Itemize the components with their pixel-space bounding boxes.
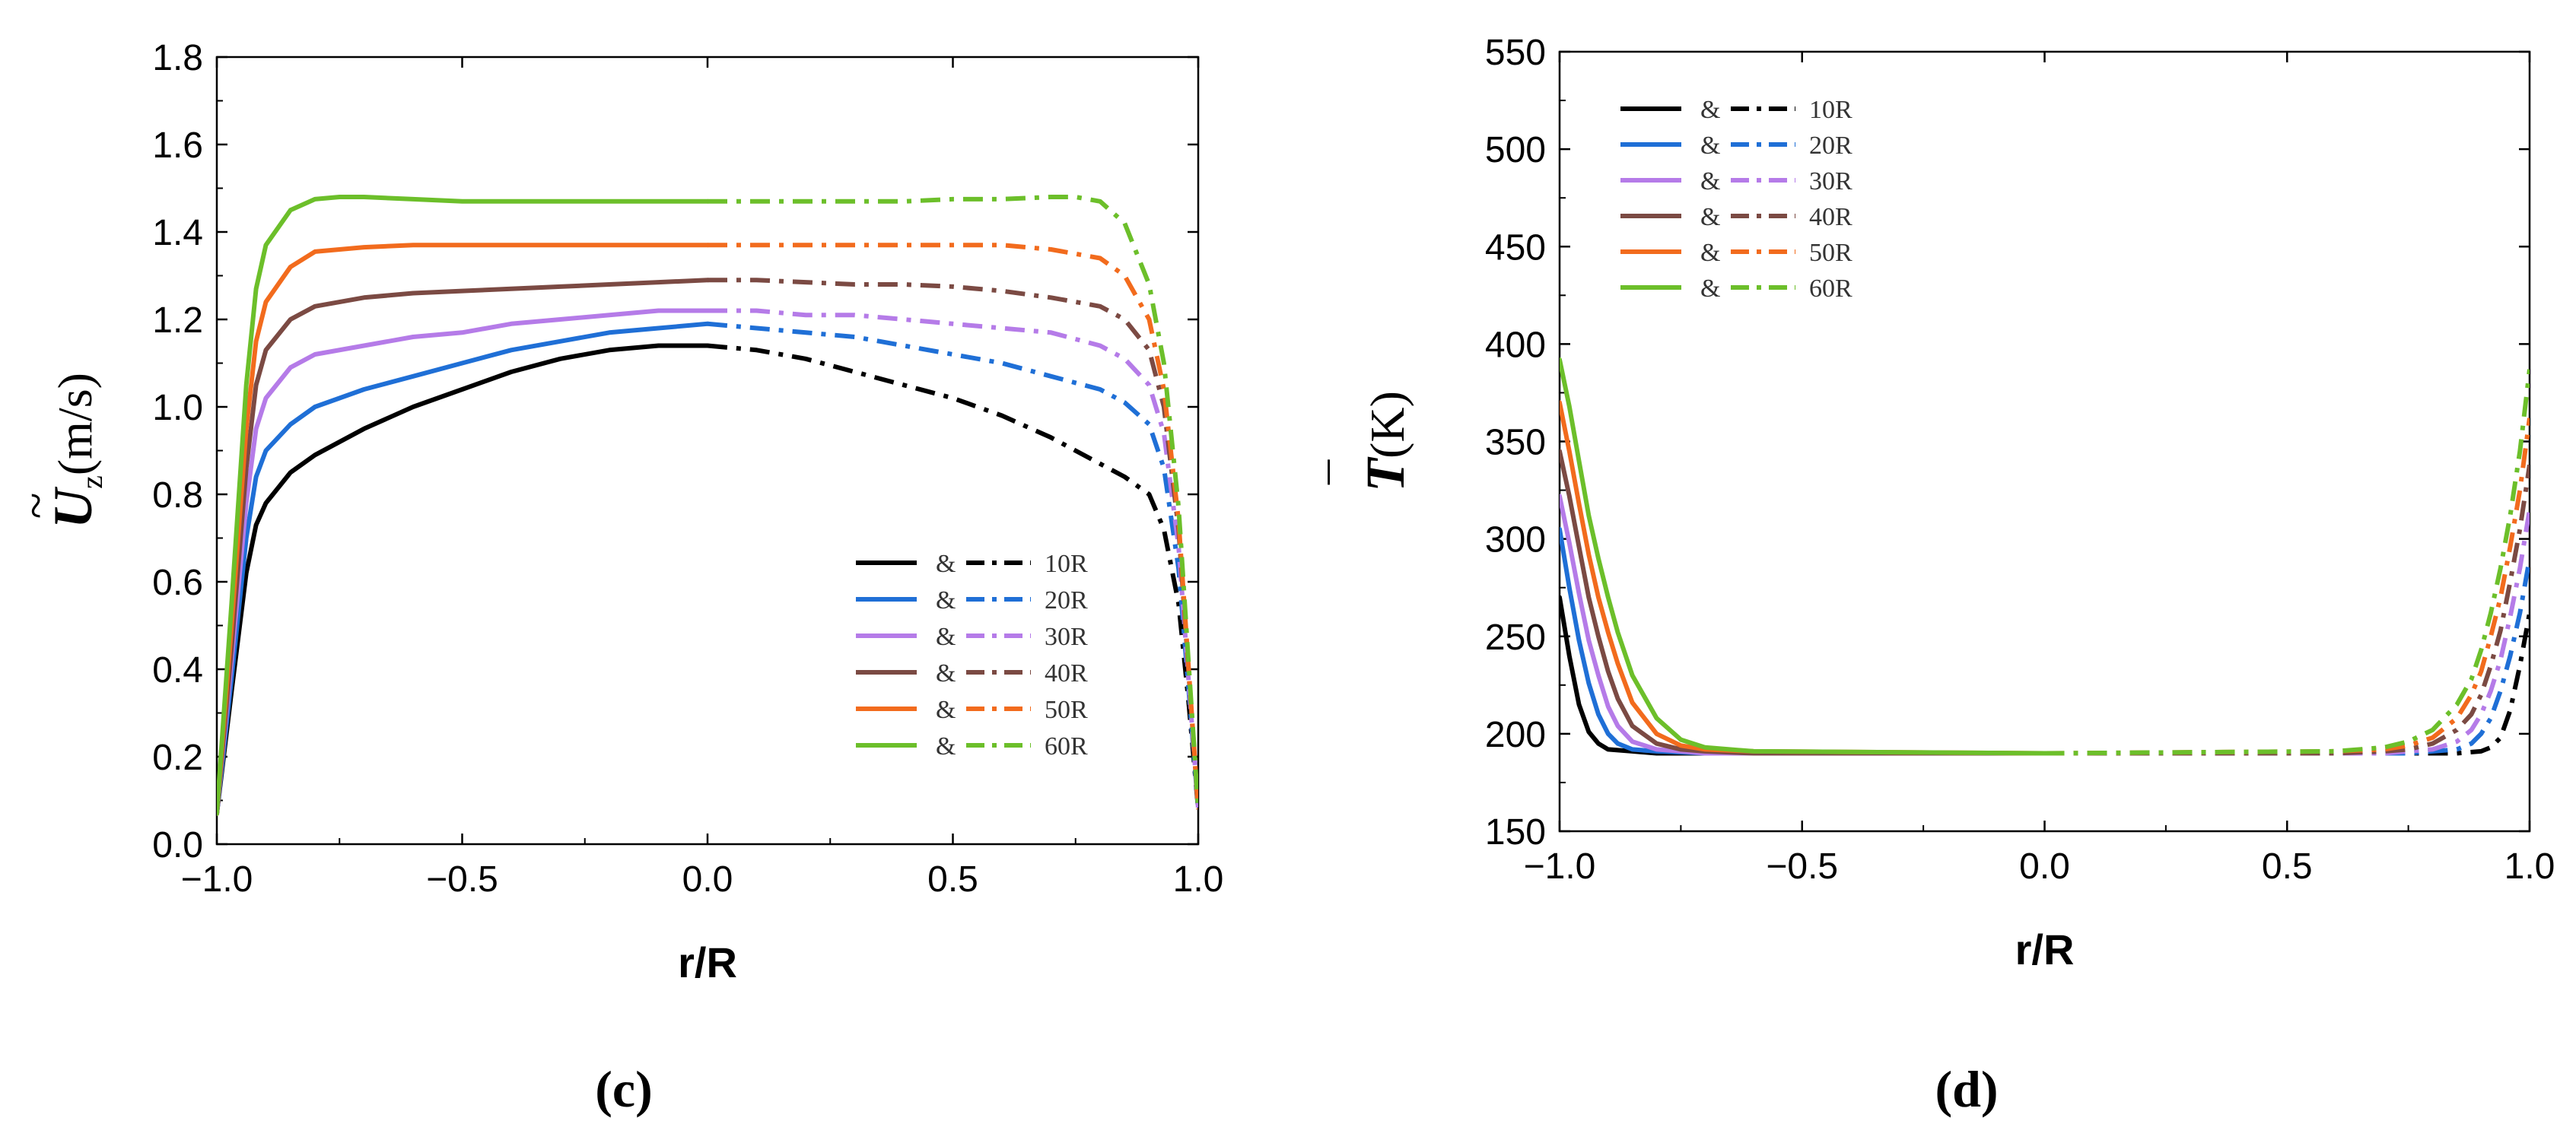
y-axis-accent: ¯ <box>1321 459 1375 485</box>
y-axis-title-text: T(K) <box>1355 391 1416 492</box>
y-axis-subscript: z <box>75 475 109 489</box>
y-tick-label: 350 <box>1485 423 1546 463</box>
y-tick-label: 200 <box>1485 715 1546 755</box>
series-line-40R-dashdot <box>708 278 1198 810</box>
legend-separator: & <box>1700 167 1720 195</box>
y-tick-label: 400 <box>1485 325 1546 365</box>
series-line-30R-dashdot <box>2044 509 2530 756</box>
series-line-60R-dashdot <box>2044 369 2530 756</box>
y-axis-title: Uz(m/s)~ <box>8 373 109 529</box>
legend-label-50R: 50R <box>1809 239 1852 267</box>
series-line-20R-dashdot <box>2044 557 2530 756</box>
legend-label-40R: 40R <box>1045 659 1088 687</box>
legend-label-60R: 60R <box>1045 732 1088 761</box>
y-axis-unit: (K) <box>1360 391 1414 459</box>
legend-separator: & <box>1700 132 1720 160</box>
chart-c: 0.0 0.2 0.4 0.6 0.8 1.0 1.2 1.4 1.6 1.8 −1.0 −0.5 0.… <box>8 38 1223 1118</box>
x-axis-title: r/R <box>2015 926 2075 973</box>
y-tick-label: 1.0 <box>152 388 203 428</box>
legend-separator: & <box>936 586 956 614</box>
series-line-20R-solid <box>217 321 710 816</box>
y-tick-label: 250 <box>1485 618 1546 658</box>
legend-separator: & <box>936 659 956 687</box>
y-tick-label: 1.6 <box>152 125 203 166</box>
legend-label-10R: 10R <box>1809 96 1852 124</box>
x-axis-title: r/R <box>678 938 737 986</box>
panel-label: (c) <box>595 1060 652 1118</box>
legend-label-10R: 10R <box>1045 550 1088 578</box>
series-line-30R-solid <box>217 308 710 816</box>
y-tick-label: 0.8 <box>152 475 203 516</box>
series-line-50R-solid <box>1560 400 2047 756</box>
series-line-40R-solid <box>1560 449 2047 756</box>
legend-separator: & <box>1700 203 1720 231</box>
legend-separator: & <box>1700 275 1720 303</box>
series-line-50R-dashdot <box>2044 418 2530 756</box>
series-line-40R-solid <box>217 278 710 816</box>
y-axis-unit: (m/s) <box>48 373 102 475</box>
plot-frame <box>215 56 1200 846</box>
y-tick-label: 0.6 <box>152 563 203 603</box>
y-tick-label: 0.4 <box>152 650 203 691</box>
legend-separator: & <box>1700 239 1720 267</box>
legend-label-20R: 20R <box>1045 586 1088 614</box>
x-tick-label: 0.0 <box>682 859 733 900</box>
y-tick-label: 1.2 <box>152 300 203 341</box>
series-line-60R-solid <box>217 195 710 816</box>
series-group <box>1560 357 2530 756</box>
series-line-10R-solid <box>217 343 710 816</box>
series-line-30R-solid <box>1560 494 2047 756</box>
legend-separator: & <box>936 732 956 761</box>
x-tick-label: 0.0 <box>2019 846 2070 887</box>
series-line-50R-dashdot <box>708 243 1198 810</box>
panel-label: (d) <box>1935 1060 1998 1118</box>
y-axis-title-text: Uz(m/s) <box>43 373 109 529</box>
legend-label-40R: 40R <box>1809 203 1852 231</box>
series-group <box>217 195 1198 816</box>
y-tick-label: 450 <box>1485 227 1546 268</box>
y-tick-label: 150 <box>1485 812 1546 853</box>
legend-label-30R: 30R <box>1045 623 1088 651</box>
y-tick-label: 1.8 <box>152 38 203 78</box>
chart-d: 150 200 250 300 350 400 450 500 550 −1.0 −0.5 0.0 0.… <box>1321 33 2555 1118</box>
series-line-60R-dashdot <box>708 195 1198 810</box>
legend-separator: & <box>936 623 956 651</box>
y-tick-label: 300 <box>1485 520 1546 560</box>
y-tick-label: 1.4 <box>152 213 203 253</box>
legend: & 10R & 20R & 30R & 40R & 50R & 60R <box>856 550 1088 761</box>
x-tick-label: 0.5 <box>927 859 978 900</box>
y-axis-title: T(K)¯ <box>1321 391 1416 492</box>
x-tick-label: −1.0 <box>181 859 253 900</box>
series-line-10R-dashdot <box>707 343 1198 810</box>
legend-label-60R: 60R <box>1809 275 1852 303</box>
y-axis-symbol: T <box>1355 456 1416 492</box>
legend-separator: & <box>936 550 956 578</box>
x-tick-label: 1.0 <box>1173 859 1224 900</box>
series-line-20R-dashdot <box>707 321 1198 810</box>
series-line-40R-dashdot <box>2044 464 2530 756</box>
series-line-30R-dashdot <box>708 308 1198 810</box>
legend-separator: & <box>1700 96 1720 124</box>
x-tick-label: −0.5 <box>426 859 498 900</box>
y-axis-symbol: U <box>43 486 103 529</box>
y-tick-label: 500 <box>1485 130 1546 170</box>
series-line-20R-solid <box>1560 526 2047 756</box>
legend-label-30R: 30R <box>1809 167 1852 195</box>
series-line-60R-solid <box>1560 357 2047 756</box>
x-tick-label: 1.0 <box>2504 846 2555 887</box>
y-tick-label: 550 <box>1485 33 1546 73</box>
y-tick-label: 0.2 <box>152 738 203 778</box>
legend-label-20R: 20R <box>1809 132 1852 160</box>
legend-separator: & <box>936 696 956 724</box>
x-tick-label: −1.0 <box>1524 846 1596 887</box>
legend: & 10R & 20R & 30R & 40R & 50R & 60R <box>1620 96 1852 303</box>
y-axis-accent: ~ <box>8 493 62 519</box>
legend-label-50R: 50R <box>1045 696 1088 724</box>
series-line-50R-solid <box>217 243 710 816</box>
x-tick-label: 0.5 <box>2262 846 2313 887</box>
y-tick-label: 0.0 <box>152 825 203 865</box>
x-tick-label: −0.5 <box>1766 846 1838 887</box>
